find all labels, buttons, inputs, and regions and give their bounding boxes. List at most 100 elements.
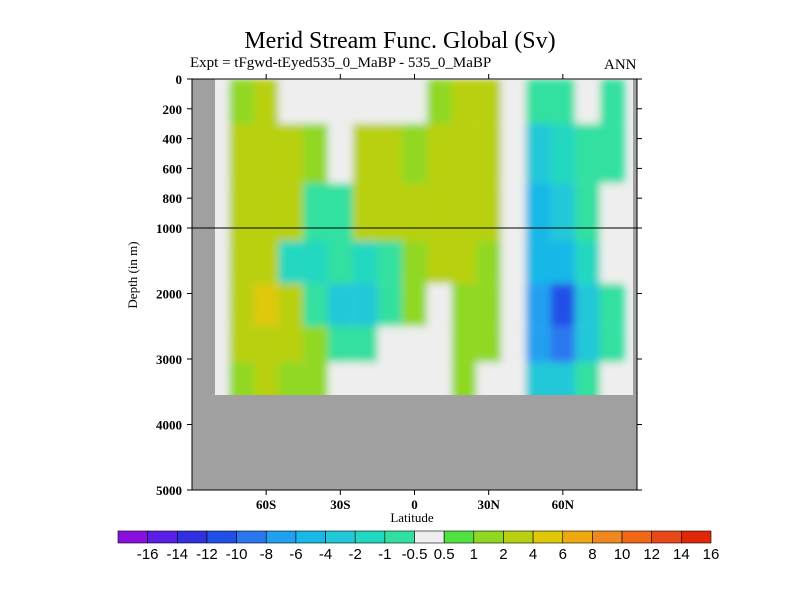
field-cell [501,326,526,363]
colorbar-label: -10 [226,546,248,563]
colorbar-swatch [443,530,475,544]
field-cell [451,183,477,242]
field-cell [303,362,328,395]
field-cell [550,80,576,124]
field-cell [402,80,427,124]
field-cell [501,241,526,284]
colorbar-swatch [651,530,682,544]
field-cell [352,183,378,242]
field-cell [278,362,304,395]
field-cell [550,326,576,363]
field-cell [278,123,304,184]
field-cell [303,123,328,184]
field-cell [426,183,452,242]
x-tick-label: 60S [256,497,276,512]
field-cell [402,326,427,363]
field-cell [402,241,427,284]
field-cell [377,283,403,327]
field-cell [352,80,378,124]
colorbar-swatch [325,530,356,544]
colorbar-label: 0.5 [434,546,455,563]
colorbar-swatch [265,530,297,544]
field-cell [303,241,328,284]
field-cell [599,183,625,242]
colorbar-label: -2 [349,546,362,563]
colorbar-label: -1 [378,546,391,563]
colorbar-swatch [592,530,623,544]
field-cell [451,362,477,395]
field-cell [476,326,502,363]
field-cell [476,241,502,284]
field-cell [599,80,625,124]
y-tick-label: 3000 [156,352,182,367]
field-cell [550,241,576,284]
x-tick-label: 0 [411,497,418,512]
field-cell [229,283,254,327]
field-cell [451,241,477,284]
field-cell [253,283,279,327]
field-cell [426,123,452,184]
colorbar-label: -16 [137,546,159,563]
colorbar-swatch [295,530,326,544]
field-cell [377,80,403,124]
field-cell [278,326,304,363]
x-tick-label: 60N [552,497,575,512]
field-cell [229,241,254,284]
field-cell [278,80,304,124]
land-right [633,79,637,490]
field-cell [426,326,452,363]
colorbar-label: -12 [196,546,218,563]
x-tick-label: 30N [477,497,500,512]
field-cell [229,326,254,363]
field-cell [352,362,378,395]
colorbar-label: -6 [289,546,302,563]
field-cell [327,326,353,363]
colorbar-label: 2 [499,546,507,563]
field-cell [525,241,551,284]
y-tick-label: 1000 [156,221,182,236]
land-bottom [192,395,637,490]
field-cell [501,183,526,242]
field-cell [303,183,328,242]
field-cell [525,283,551,327]
field-cell [451,283,477,327]
field-cell [215,183,230,242]
field-cell [525,326,551,363]
field-cell [426,80,452,124]
field-cell [377,362,403,395]
field-cells [215,80,625,395]
colorbar-swatch [147,530,178,544]
colorbar-label: -8 [260,546,273,563]
field-cell [229,80,254,124]
field-cell [550,283,576,327]
colorbar-swatch [532,530,564,544]
colorbar-swatch [117,530,148,544]
colorbar-label: 10 [614,546,631,563]
field-cell [575,326,600,363]
field-cell [525,123,551,184]
field-cell [253,362,279,395]
field-cell [451,123,477,184]
field-cell [599,283,625,327]
field-cell [525,80,551,124]
colorbar-swatch [206,530,237,544]
field-cell [476,283,502,327]
field-cell [215,326,230,363]
field-cell [352,283,378,327]
field-cell [253,183,279,242]
field-cell [278,183,304,242]
field-cell [253,326,279,363]
field-cell [451,80,477,124]
colorbar-label: 16 [703,546,720,563]
field-cell [278,283,304,327]
x-axis-title: Latitude [390,510,434,525]
x-tick-label: 30S [330,497,350,512]
colorbar-swatch [681,530,712,544]
field-cell [575,123,600,184]
field-cell [575,362,600,395]
chart-subtitle: Expt = tFgwd-tEyed535_0_MaBP - 535_0_MaB… [190,55,492,71]
field-cell [229,183,254,242]
field-cell [215,80,230,124]
field-cell [229,123,254,184]
